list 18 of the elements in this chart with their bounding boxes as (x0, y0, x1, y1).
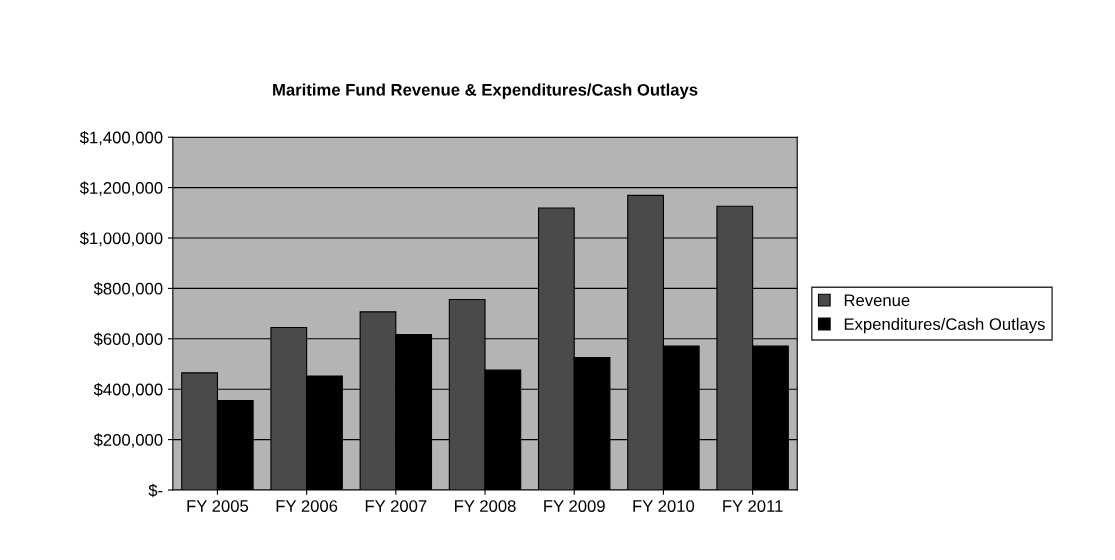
legend-label: Revenue (844, 294, 910, 307)
y-tick-label: $400,000 (93, 382, 163, 398)
y-tick-label: $200,000 (93, 433, 163, 448)
x-tick-label: FY 2011 (723, 500, 783, 512)
x-tick-label: FY 2010 (633, 500, 695, 512)
y-tick-label: $- (148, 483, 163, 498)
legend-label: Expenditures/Cash Outlays (844, 317, 1045, 334)
y-tick-label: $800,000 (93, 282, 163, 297)
y-tick-label: $1,400,000 (79, 130, 163, 146)
x-tick-label: FY 2005 (187, 500, 249, 512)
x-tick-label: FY 2007 (365, 500, 427, 512)
y-tick-label: $1,000,000 (79, 231, 163, 247)
x-tick-label: FY 2009 (544, 500, 605, 512)
x-tick-label: FY 2008 (455, 500, 516, 512)
chart-title: Maritime Fund Revenue & Expenditures/Cash Outlays (273, 83, 698, 99)
y-tick-label: $1,200,000 (79, 181, 163, 196)
y-tick-label: $600,000 (93, 332, 163, 347)
x-tick-label: FY 2006 (276, 500, 338, 512)
